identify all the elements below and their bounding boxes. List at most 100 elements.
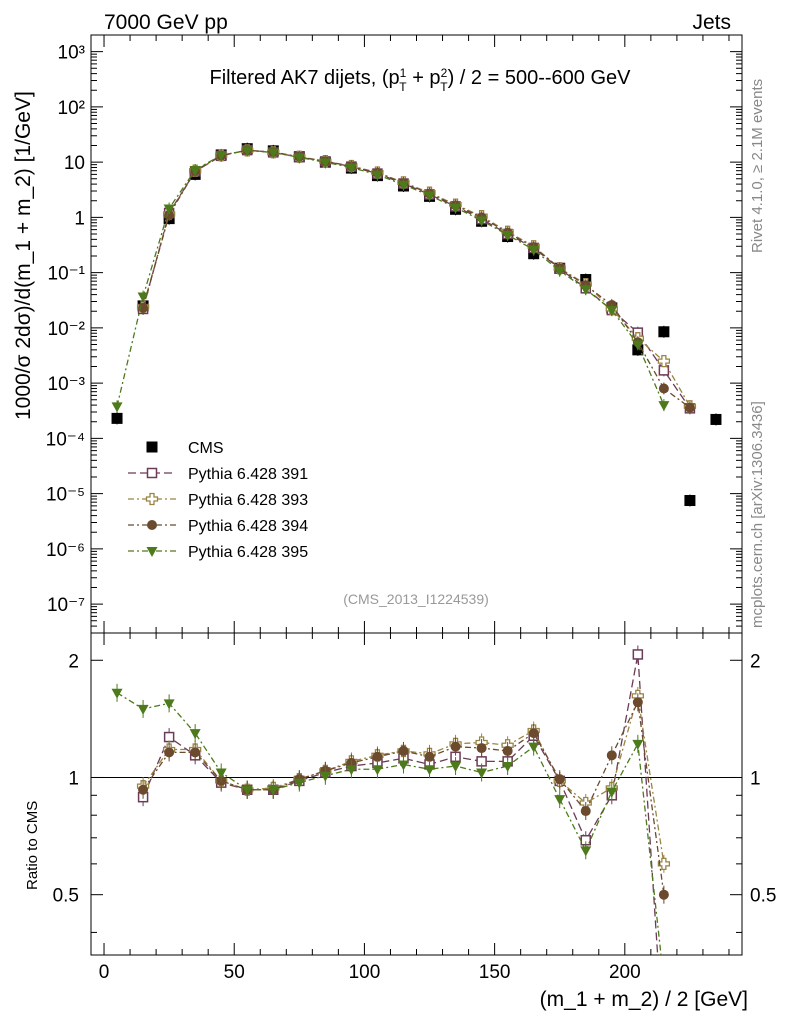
- ratio-point: [111, 688, 123, 699]
- ratio-point: [476, 743, 487, 754]
- x-tick-label: 200: [609, 962, 641, 983]
- ratio-series-pythia-6-428-394: [138, 693, 669, 904]
- data-point: [371, 170, 383, 181]
- ratio-point: [632, 739, 644, 750]
- main-y-tick-label: 1: [74, 208, 85, 229]
- legend-label: Pythia 6.428 391: [188, 466, 308, 483]
- mcplots-source-label: mcplots.cern.ch [arXiv:1306.3436]: [749, 401, 766, 628]
- data-point: [658, 401, 670, 412]
- data-point: [606, 306, 618, 317]
- ratio-y-tick-label-right: 1: [750, 768, 761, 789]
- series-pythia-6-428-395: [111, 144, 670, 413]
- legend-label: CMS: [188, 440, 224, 457]
- ratio-axis-ticks: 0.5 0.5 1 1 2 2: [53, 651, 776, 933]
- y-axis-label-ratio: Ratio to CMS: [24, 801, 41, 890]
- ratio-point: [502, 745, 513, 756]
- ratio-point: [164, 747, 175, 758]
- ratio-point: [632, 649, 644, 660]
- series-line: [142, 149, 691, 409]
- series-pythia-6-428-391: [137, 144, 696, 415]
- main-y-tick-label: 10⁻²: [48, 319, 86, 340]
- ratio-point: [450, 741, 461, 752]
- data-point: [657, 354, 671, 368]
- data-point: [293, 153, 305, 164]
- ratio-line: [116, 692, 662, 955]
- ratio-point: [450, 762, 462, 773]
- series-pythia-6-428-394: [138, 144, 695, 414]
- ratio-point: [424, 765, 436, 776]
- ratio-point: [580, 806, 591, 817]
- legend-label: Pythia 6.428 394: [188, 518, 308, 535]
- data-point: [163, 204, 175, 215]
- ratio-point: [632, 697, 643, 708]
- rivet-version-label: Rivet 4.1.0, ≥ 2.1M events: [749, 79, 766, 253]
- ratio-point: [424, 751, 435, 762]
- ratio-point: [554, 795, 566, 806]
- ratio-point: [189, 729, 201, 740]
- ratio-point: [528, 728, 539, 739]
- legend: CMS Pythia 6.428 391 Pythia 6.428 393 Pythi…: [128, 440, 308, 561]
- main-y-tick-label: 10: [64, 153, 85, 174]
- ratio-point: [163, 699, 175, 710]
- main-y-tick-label: 10⁻¹: [48, 264, 86, 285]
- ratio-y-tick-label-right: 0.5: [750, 886, 776, 907]
- ratio-point: [215, 768, 227, 779]
- data-point: [658, 383, 669, 394]
- ratio-point: [137, 704, 149, 715]
- x-tick-label: 100: [349, 962, 381, 983]
- ratio-point: [241, 785, 253, 796]
- ratio-point: [502, 762, 514, 773]
- ratio-point: [657, 857, 671, 871]
- data-point: [684, 495, 696, 507]
- x-tick-label: 0: [99, 962, 110, 983]
- data-point: [137, 292, 149, 303]
- ratio-line: [142, 654, 659, 955]
- ratio-point: [190, 747, 201, 758]
- ratio-point: [476, 768, 488, 779]
- ratio-series-pythia-6-428-395: [111, 683, 662, 955]
- legend-label: Pythia 6.428 395: [188, 544, 308, 561]
- data-point: [632, 340, 644, 351]
- data-point: [528, 245, 540, 256]
- data-point: [189, 166, 201, 177]
- x-axis-label: (m_1 + m_2) / 2 [GeV]: [540, 988, 748, 1011]
- series-line: [116, 149, 665, 407]
- x-axis-ticks: 0 50 100 150 200: [99, 35, 730, 983]
- data-point: [554, 266, 566, 277]
- legend-marker: [146, 467, 158, 479]
- main-y-tick-label: 10³: [58, 43, 85, 64]
- data-point: [138, 302, 149, 313]
- plot-title: Filtered AK7 dijets, (p1 T + p2 T) / 2 = 5…: [210, 66, 632, 94]
- ratio-point: [580, 846, 592, 857]
- main-axis-ticks: 10³ 10² 10 1 10⁻¹ 10⁻² 10⁻³ 10⁻⁴ 10⁻⁵ 10⁻⁶ 10⁻⁷: [46, 34, 742, 634]
- main-y-tick-label: 10²: [58, 98, 85, 119]
- ratio-series-layer: [111, 645, 671, 955]
- data-point: [502, 230, 514, 241]
- ratio-point: [319, 771, 331, 782]
- ratio-series-pythia-6-428-391: [137, 645, 659, 955]
- main-y-tick-label: 10⁻⁴: [46, 429, 85, 450]
- ratio-y-tick-label: 0.5: [53, 886, 79, 907]
- ratio-point: [658, 889, 669, 900]
- ratio-point: [267, 785, 279, 796]
- data-point: [164, 210, 175, 221]
- ratio-point: [138, 784, 149, 795]
- ratio-point: [397, 760, 409, 771]
- legend-marker: [147, 520, 157, 530]
- main-y-tick-label: 10⁻⁷: [47, 595, 85, 616]
- series-pythia-6-428-393: [136, 144, 697, 413]
- data-point: [658, 326, 670, 338]
- data-point: [580, 285, 592, 296]
- data-point: [111, 412, 123, 424]
- data-point: [319, 158, 331, 169]
- legend-marker: [145, 492, 159, 506]
- main-y-tick-label: 10⁻⁵: [46, 485, 85, 506]
- data-point: [215, 151, 227, 162]
- header-right: Jets: [692, 11, 731, 34]
- legend-marker: [146, 547, 158, 557]
- ratio-point: [606, 787, 618, 798]
- ratio-y-tick-label-right: 2: [750, 651, 761, 672]
- data-point: [111, 402, 123, 413]
- data-point: [476, 216, 488, 227]
